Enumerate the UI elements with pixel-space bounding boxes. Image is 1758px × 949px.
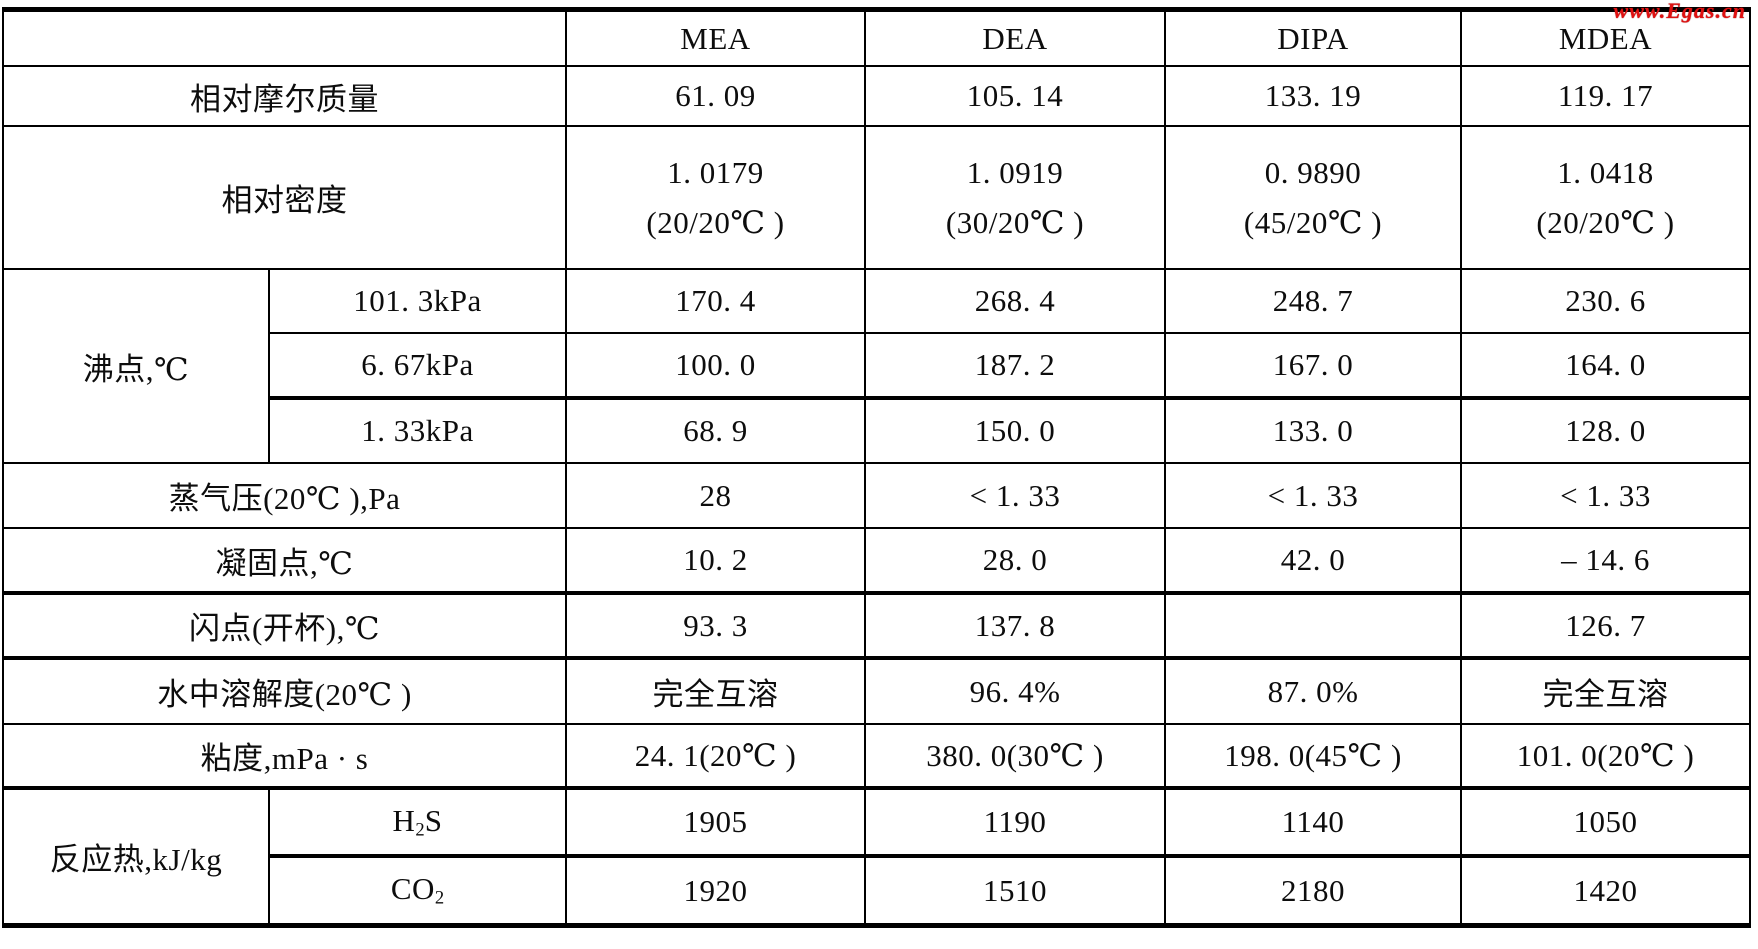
- cell: 1. 0919 (30/20℃ ): [864, 125, 1166, 270]
- cell: 24. 1(20℃ ): [565, 723, 866, 790]
- row-label: 相对密度: [2, 125, 567, 270]
- formula-tail: S: [424, 802, 443, 838]
- row-label: 闪点(开杯),℃: [2, 592, 567, 660]
- density-condition: (20/20℃ ): [1536, 204, 1675, 240]
- header-dipa: DIPA: [1164, 8, 1462, 67]
- row-label: 粘度,mPa · s: [2, 723, 567, 790]
- site-watermark: www.Egas.cn: [1613, 0, 1746, 23]
- row-flash-point: 闪点(开杯),℃ 93. 3 137. 8 126. 7: [2, 592, 1751, 660]
- cell: 105. 14: [864, 65, 1166, 127]
- cell: 93. 3: [565, 592, 866, 660]
- formula-base: H: [392, 802, 416, 838]
- formula-base: CO: [390, 871, 435, 907]
- row-molar-mass: 相对摩尔质量 61. 09 105. 14 133. 19 119. 17: [2, 65, 1751, 127]
- cell: 268. 4: [864, 268, 1166, 334]
- cell: 128. 0: [1460, 397, 1751, 464]
- cell: 126. 7: [1460, 592, 1751, 660]
- header-mea: MEA: [565, 8, 866, 67]
- cell: < 1. 33: [1164, 462, 1462, 529]
- row-label: 水中溶解度(20℃ ): [2, 657, 567, 725]
- cell: 0. 9890 (45/20℃ ): [1164, 125, 1462, 270]
- cell: 133. 0: [1164, 397, 1462, 464]
- density-condition: (20/20℃ ): [646, 204, 785, 240]
- cell: 87. 0%: [1164, 657, 1462, 725]
- cell: 187. 2: [864, 332, 1166, 400]
- density-value: 1. 0179: [667, 154, 764, 190]
- density-value: 0. 9890: [1264, 154, 1362, 190]
- cell: – 14. 6: [1460, 527, 1751, 595]
- sub-label: 101. 3kPa: [268, 268, 567, 334]
- row-viscosity: 粘度,mPa · s 24. 1(20℃ ) 380. 0(30℃ ) 198.…: [2, 723, 1751, 790]
- cell: 完全互溶: [565, 657, 866, 725]
- cell: 170. 4: [565, 268, 866, 334]
- formula-subscript: 2: [415, 819, 425, 841]
- cell: 28. 0: [864, 527, 1166, 595]
- sub-label: 6. 67kPa: [268, 332, 567, 400]
- cell: 2180: [1164, 855, 1462, 927]
- amine-properties-table: MEA DEA DIPA MDEA 相对摩尔质量 61. 09 105. 14 …: [2, 7, 1751, 928]
- row-boiling-101kpa: 沸点,℃ 101. 3kPa 170. 4 268. 4 248. 7 230.…: [2, 268, 1751, 464]
- cell: 1510: [864, 855, 1166, 927]
- row-boiling-667kpa: 6. 67kPa 100. 0 187. 2 167. 0 164. 0: [3, 332, 1751, 400]
- cell: 164. 0: [1460, 332, 1751, 400]
- row-freezing-point: 凝固点,℃ 10. 2 28. 0 42. 0 – 14. 6: [2, 527, 1751, 595]
- cell: 1. 0418 (20/20℃ ): [1460, 125, 1751, 270]
- cell: < 1. 33: [1460, 462, 1751, 529]
- row-boiling-133kpa: 1. 33kPa 68. 9 150. 0 133. 0 128. 0: [3, 397, 1751, 464]
- cell: 1140: [1164, 787, 1462, 858]
- row-density: 相对密度 1. 0179 (20/20℃ ) 1. 0919 (30/20℃ )…: [2, 125, 1751, 270]
- row-water-solubility: 水中溶解度(20℃ ) 完全互溶 96. 4% 87. 0% 完全互溶: [2, 657, 1751, 725]
- group-label-reaction-heat: 反应热,kJ/kg: [2, 787, 270, 928]
- header-dea: DEA: [864, 8, 1166, 67]
- cell-empty: [1164, 592, 1462, 660]
- density-value: 1. 0418: [1557, 154, 1654, 190]
- cell: 230. 6: [1460, 268, 1751, 334]
- sub-label: 1. 33kPa: [268, 397, 567, 464]
- cell: 42. 0: [1164, 527, 1462, 595]
- header-row: MEA DEA DIPA MDEA: [2, 8, 1751, 67]
- row-reaction-heat-h2s: 反应热,kJ/kg H2S 1905 1190 1140 1050: [2, 787, 1751, 928]
- header-empty-cell: [2, 8, 567, 67]
- cell: 68. 9: [565, 397, 866, 464]
- cell: 167. 0: [1164, 332, 1462, 400]
- cell: 100. 0: [565, 332, 866, 400]
- density-condition: (45/20℃ ): [1243, 204, 1383, 240]
- density-condition: (30/20℃ ): [945, 204, 1085, 240]
- cell: 1. 0179 (20/20℃ ): [565, 125, 866, 270]
- formula-subscript: 2: [434, 887, 445, 909]
- cell: < 1. 33: [864, 462, 1166, 529]
- cell: 1190: [864, 787, 1166, 858]
- sub-label-h2s: H2S: [268, 787, 567, 858]
- cell: 1905: [565, 787, 866, 858]
- row-label: 凝固点,℃: [2, 527, 567, 595]
- cell: 28: [565, 462, 866, 529]
- row-vapor-pressure: 蒸气压(20℃ ),Pa 28 < 1. 33 < 1. 33 < 1. 33: [2, 462, 1751, 529]
- cell: 198. 0(45℃ ): [1164, 723, 1462, 790]
- cell: 61. 09: [565, 65, 866, 127]
- sub-label-co2: CO2: [268, 855, 567, 927]
- cell: 1420: [1460, 855, 1751, 927]
- row-reaction-heat-co2: CO2 1920 1510 2180 1420: [3, 855, 1751, 927]
- density-value: 1. 0919: [966, 154, 1064, 190]
- row-label: 相对摩尔质量: [2, 65, 567, 127]
- cell: 101. 0(20℃ ): [1460, 723, 1751, 790]
- cell: 380. 0(30℃ ): [864, 723, 1166, 790]
- cell: 完全互溶: [1460, 657, 1751, 725]
- cell: 96. 4%: [864, 657, 1166, 725]
- header-mdea: MDEA: [1460, 8, 1751, 67]
- row-label: 蒸气压(20℃ ),Pa: [2, 462, 567, 529]
- cell: 248. 7: [1164, 268, 1462, 334]
- cell: 133. 19: [1164, 65, 1462, 127]
- cell: 119. 17: [1460, 65, 1751, 127]
- cell: 150. 0: [864, 397, 1166, 464]
- cell: 1050: [1460, 787, 1751, 858]
- cell: 1920: [565, 855, 866, 927]
- cell: 10. 2: [565, 527, 866, 595]
- cell: 137. 8: [864, 592, 1166, 660]
- group-label-boiling-point: 沸点,℃: [2, 268, 270, 464]
